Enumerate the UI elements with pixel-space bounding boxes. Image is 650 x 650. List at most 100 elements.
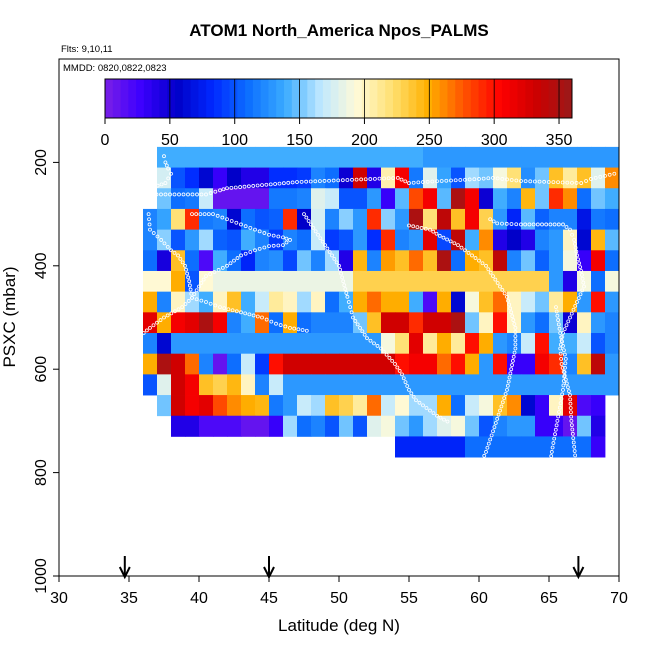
heatmap-cell: [185, 167, 200, 189]
track-point: [509, 222, 514, 226]
track-point: [221, 187, 226, 192]
heatmap-cell: [451, 167, 466, 189]
heatmap-cell: [255, 188, 270, 210]
track-point: [459, 245, 464, 250]
track-point: [148, 325, 152, 330]
heatmap-cell: [297, 374, 312, 396]
track-point: [142, 432, 146, 437]
heatmap-cell: [521, 415, 536, 437]
heatmap-cell: [507, 353, 522, 375]
track-point: [365, 336, 369, 341]
track-point: [253, 248, 257, 253]
track-point: [343, 287, 348, 291]
heatmap-cell: [549, 270, 564, 293]
heatmap-cell: [339, 395, 354, 417]
track-point: [478, 461, 483, 466]
track-point: [431, 411, 436, 416]
colorbar-swatch: [509, 79, 519, 118]
heatmap-cell: [507, 167, 522, 189]
heatmap-cell: [479, 188, 494, 210]
track-point: [559, 335, 564, 340]
track-point: [512, 322, 517, 326]
heatmap-cell: [227, 167, 242, 189]
track-point: [145, 192, 150, 197]
track-point: [568, 315, 572, 320]
track-point: [552, 436, 557, 441]
track-point: [508, 306, 513, 311]
colorbar-swatch: [229, 79, 238, 118]
heatmap-cell: [549, 374, 564, 396]
track-point: [152, 443, 157, 447]
x-tick-label: 35: [120, 590, 138, 607]
heatmap-cell: [269, 333, 284, 355]
track-point: [512, 350, 517, 355]
track-point: [154, 192, 159, 197]
heatmap-cell: [297, 291, 312, 313]
track-point: [495, 281, 500, 285]
track-point: [386, 176, 391, 181]
track-point: [513, 338, 518, 343]
heatmap-cell: [171, 229, 186, 251]
heatmap-cell: [577, 229, 592, 251]
heatmap-cell: [213, 333, 228, 355]
heatmap-cell: [437, 415, 452, 437]
heatmap-cell: [423, 270, 438, 293]
track-point: [147, 222, 152, 227]
heatmap-cell: [325, 312, 340, 334]
colorbar-swatch: [284, 79, 293, 118]
heatmap-cell: [605, 312, 620, 334]
heatmap-cell: [507, 395, 522, 417]
heatmap-cell: [339, 167, 354, 189]
track-point: [262, 231, 267, 235]
track-point: [557, 410, 561, 414]
track-point: [428, 408, 432, 413]
heatmap-cell: [451, 312, 466, 334]
track-point: [163, 160, 168, 165]
track-point: [166, 176, 171, 181]
track-point: [401, 376, 406, 381]
heatmap-cell: [143, 353, 158, 375]
track-point: [372, 341, 376, 346]
colorbar-swatch: [268, 79, 277, 118]
heatmap-cell: [353, 270, 368, 293]
track-point: [304, 328, 309, 333]
track-point: [144, 328, 149, 333]
heatmap-cell: [423, 395, 438, 417]
heatmap-cell: [171, 395, 186, 417]
track-point: [505, 177, 509, 182]
heatmap-cell: [269, 250, 284, 272]
colorbar-swatch: [128, 79, 137, 118]
heatmap-cell: [255, 229, 270, 251]
track-point: [564, 323, 569, 328]
track-point: [162, 457, 166, 462]
colorbar-tick-label: 350: [546, 132, 573, 149]
heatmap-cell: [213, 312, 228, 334]
track-point: [296, 327, 301, 332]
track-point: [281, 235, 285, 240]
heatmap-cell: [353, 415, 368, 437]
track-point: [173, 309, 177, 314]
track-point: [169, 311, 174, 316]
heatmap-cell: [577, 374, 592, 396]
heatmap-cell: [423, 208, 438, 231]
track-point: [568, 406, 573, 410]
flights-note: Flts: 9,10,11: [61, 44, 113, 55]
track-point: [496, 412, 501, 417]
heatmap-cell: [241, 208, 256, 231]
track-point: [421, 403, 425, 408]
track-point: [391, 176, 396, 180]
heatmap-cell: [577, 415, 592, 437]
track-point: [562, 348, 566, 353]
track-point: [541, 522, 546, 527]
heatmap-cell: [171, 250, 186, 272]
heatmap-cell: [493, 208, 508, 231]
heatmap-cell: [283, 188, 298, 210]
track-point: [509, 310, 514, 315]
heatmap-cell: [549, 250, 564, 272]
track-point: [131, 417, 136, 422]
track-point: [127, 409, 132, 414]
track-point: [500, 288, 505, 292]
track-point: [554, 305, 558, 310]
colorbar-tick-label: 100: [221, 132, 248, 149]
track-point: [551, 180, 556, 185]
